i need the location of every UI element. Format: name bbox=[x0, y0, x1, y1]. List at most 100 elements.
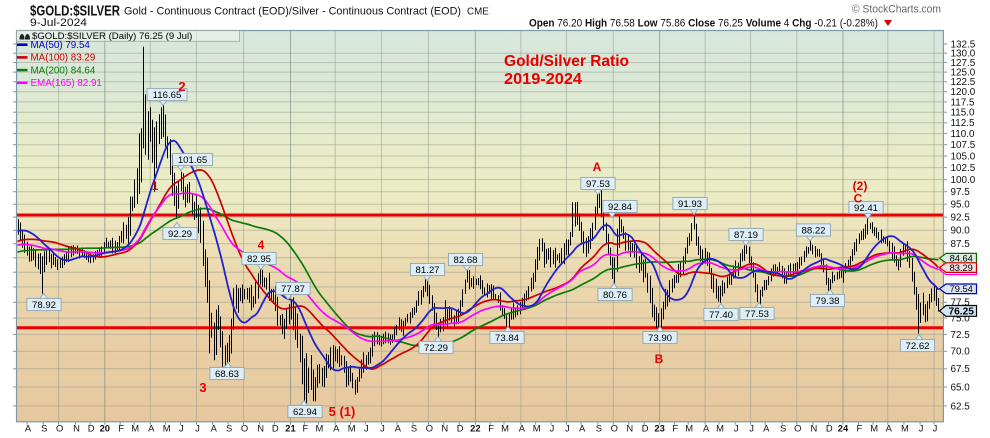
svg-text:CME: CME bbox=[467, 7, 489, 18]
svg-text:90.0: 90.0 bbox=[951, 226, 971, 237]
svg-text:112.5: 112.5 bbox=[951, 118, 975, 129]
svg-text:88.22: 88.22 bbox=[801, 226, 825, 237]
svg-text:A: A bbox=[148, 423, 155, 434]
svg-text:110.0: 110.0 bbox=[951, 129, 975, 140]
svg-text:J: J bbox=[749, 423, 754, 434]
svg-text:D: D bbox=[88, 423, 95, 434]
svg-text:77.40: 77.40 bbox=[709, 310, 733, 321]
svg-text:76.25: 76.25 bbox=[948, 306, 974, 317]
svg-text:122.5: 122.5 bbox=[951, 77, 976, 88]
svg-text:82.68: 82.68 bbox=[453, 255, 477, 266]
svg-text:62.94: 62.94 bbox=[293, 407, 318, 418]
svg-text:127.5: 127.5 bbox=[951, 58, 976, 69]
svg-text:$GOLD:$SILVER (Daily) 76.25 (9: $GOLD:$SILVER (Daily) 76.25 (9 Jul) bbox=[32, 31, 192, 42]
svg-text:73.84: 73.84 bbox=[495, 333, 520, 344]
svg-text:A: A bbox=[579, 423, 586, 434]
svg-text:97.53: 97.53 bbox=[586, 179, 610, 190]
svg-text:125.0: 125.0 bbox=[951, 68, 976, 79]
svg-text:$GOLD:$SILVER: $GOLD:$SILVER bbox=[30, 3, 120, 20]
svg-text:20: 20 bbox=[100, 423, 110, 434]
svg-text:M: M bbox=[163, 423, 171, 434]
svg-text:O: O bbox=[56, 423, 63, 434]
svg-text:23: 23 bbox=[654, 423, 664, 434]
svg-text:73.90: 73.90 bbox=[648, 333, 672, 344]
svg-text:92.29: 92.29 bbox=[168, 229, 192, 240]
svg-text:A: A bbox=[519, 423, 526, 434]
svg-text:A: A bbox=[25, 423, 32, 434]
svg-text:MA(100) 83.29: MA(100) 83.29 bbox=[31, 53, 96, 64]
svg-text:C: C bbox=[854, 192, 863, 206]
svg-text:A: A bbox=[333, 423, 340, 434]
svg-text:68.63: 68.63 bbox=[215, 369, 239, 380]
svg-text:F: F bbox=[672, 423, 678, 434]
svg-text:O: O bbox=[241, 423, 248, 434]
svg-text:J: J bbox=[734, 423, 739, 434]
svg-text:120.0: 120.0 bbox=[951, 87, 976, 98]
svg-text:N: N bbox=[626, 423, 633, 434]
svg-text:130.0: 130.0 bbox=[951, 49, 976, 60]
svg-text:70.0: 70.0 bbox=[951, 347, 971, 358]
svg-text:J: J bbox=[933, 423, 938, 434]
svg-text:J: J bbox=[565, 423, 570, 434]
svg-text:92.5: 92.5 bbox=[951, 213, 971, 224]
svg-text:J: J bbox=[380, 423, 385, 434]
svg-text:105.0: 105.0 bbox=[951, 151, 976, 162]
svg-text:D: D bbox=[642, 423, 649, 434]
svg-text:77.53: 77.53 bbox=[745, 309, 769, 320]
svg-text:J: J bbox=[550, 423, 555, 434]
svg-text:F: F bbox=[857, 423, 863, 434]
svg-text:75.0: 75.0 bbox=[951, 314, 971, 325]
svg-text:72.62: 72.62 bbox=[905, 341, 929, 352]
svg-text:M: M bbox=[685, 423, 693, 434]
svg-text:D: D bbox=[272, 423, 279, 434]
svg-text:81.27: 81.27 bbox=[415, 265, 439, 276]
svg-text:D: D bbox=[457, 423, 464, 434]
svg-text:72.5: 72.5 bbox=[951, 330, 971, 341]
svg-text:M: M bbox=[870, 423, 878, 434]
svg-text:D: D bbox=[826, 423, 833, 434]
svg-text:A: A bbox=[703, 423, 710, 434]
svg-text:83.29: 83.29 bbox=[950, 263, 973, 273]
svg-text:1: 1 bbox=[152, 179, 159, 193]
svg-text:N: N bbox=[73, 423, 80, 434]
svg-text:O: O bbox=[426, 423, 433, 434]
svg-text:92.41: 92.41 bbox=[854, 203, 878, 214]
svg-text:J: J bbox=[919, 423, 924, 434]
svg-text:82.95: 82.95 bbox=[247, 254, 271, 265]
svg-text:4: 4 bbox=[258, 238, 265, 252]
svg-text:MA(50) 79.54: MA(50) 79.54 bbox=[31, 40, 91, 51]
svg-text:S: S bbox=[226, 423, 232, 434]
svg-text:O: O bbox=[611, 423, 618, 434]
svg-text:95.0: 95.0 bbox=[951, 200, 971, 211]
svg-text:62.5: 62.5 bbox=[951, 401, 971, 412]
svg-text:92.84: 92.84 bbox=[608, 202, 633, 213]
svg-text:N: N bbox=[257, 423, 264, 434]
svg-text:J: J bbox=[364, 423, 369, 434]
svg-text:EMA(165) 82.91: EMA(165) 82.91 bbox=[31, 78, 102, 89]
svg-text:100.0: 100.0 bbox=[951, 175, 976, 186]
svg-text:5 (1): 5 (1) bbox=[329, 404, 356, 419]
svg-text:107.5: 107.5 bbox=[951, 140, 976, 151]
svg-text:87.19: 87.19 bbox=[734, 230, 758, 241]
svg-text:21: 21 bbox=[285, 423, 295, 434]
svg-text:Gold - Continuous Contract (EO: Gold - Continuous Contract (EOD)/Silver … bbox=[124, 6, 461, 18]
svg-text:2: 2 bbox=[178, 79, 185, 94]
svg-text:24: 24 bbox=[838, 423, 849, 434]
svg-text:116.65: 116.65 bbox=[153, 90, 182, 101]
svg-text:(2): (2) bbox=[853, 179, 868, 193]
svg-text:72.29: 72.29 bbox=[424, 343, 448, 354]
svg-text:80.76: 80.76 bbox=[603, 290, 627, 301]
svg-text:A: A bbox=[395, 423, 402, 434]
svg-text:102.5: 102.5 bbox=[951, 163, 976, 174]
svg-text:M: M bbox=[533, 423, 541, 434]
svg-text:132.5: 132.5 bbox=[951, 39, 976, 50]
svg-text:Open 76.20 High 76.58 Low 75.8: Open 76.20 High 76.58 Low 75.86 Close 76… bbox=[529, 18, 878, 30]
svg-text:O: O bbox=[794, 423, 801, 434]
svg-text:S: S bbox=[596, 423, 602, 434]
svg-text:A: A bbox=[763, 423, 770, 434]
svg-text:79.38: 79.38 bbox=[815, 296, 839, 307]
svg-text:S: S bbox=[41, 423, 47, 434]
svg-text:67.5: 67.5 bbox=[951, 364, 971, 375]
svg-text:117.5: 117.5 bbox=[951, 97, 975, 108]
svg-text:N: N bbox=[811, 423, 818, 434]
